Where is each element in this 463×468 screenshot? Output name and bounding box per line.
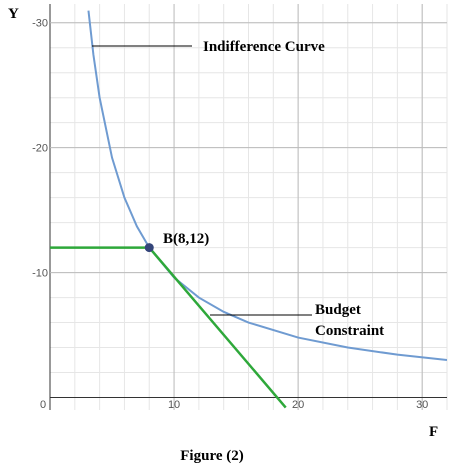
point-label: B(8,12) [163, 231, 209, 247]
y-axis-label: Y [8, 6, 19, 22]
x-tick-label: 20 [292, 399, 304, 411]
budget-label-box: Budget Constraint [315, 302, 385, 339]
curve-label: Indifference Curve [203, 39, 325, 55]
x-axis-label: F [429, 424, 438, 440]
budget-label: Budget Constraint [315, 302, 385, 339]
x-tick-label: 0 [40, 399, 46, 411]
y-tick-label: -20 [32, 143, 48, 155]
x-tick-label: 10 [168, 399, 180, 411]
y-tick-label: -30 [32, 18, 48, 30]
figure-caption: Figure (2) [180, 448, 243, 464]
point-b [144, 243, 154, 253]
series-line [148, 246, 287, 409]
y-tick-label: -10 [32, 268, 48, 280]
x-tick-label: 30 [416, 399, 428, 411]
